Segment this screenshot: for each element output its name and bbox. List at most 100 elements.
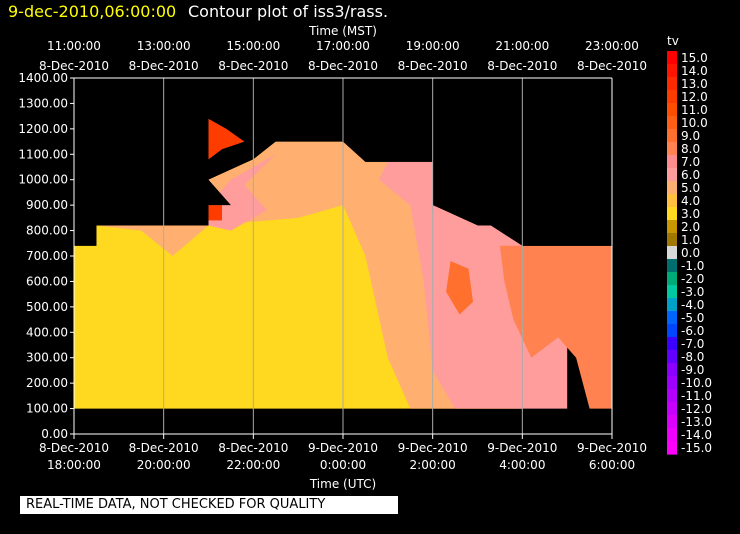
colorbar-tick-label: -3.0 <box>681 285 704 299</box>
x-top-tick-label-time: 11:00:00 <box>47 39 101 53</box>
x-top-tick-label-time: 13:00:00 <box>137 39 191 53</box>
colorbar-tick-label: -6.0 <box>681 324 704 338</box>
colorbar-swatch <box>667 311 677 325</box>
colorbar-swatch <box>667 181 677 195</box>
colorbar-swatch <box>667 428 677 442</box>
x-top-tick-label-time: 21:00:00 <box>495 39 549 53</box>
colorbar-swatch <box>667 220 677 234</box>
colorbar-tick-label: 8.0 <box>681 142 700 156</box>
colorbar-tick-label: 6.0 <box>681 168 700 182</box>
colorbar-swatch <box>667 64 677 78</box>
colorbar-swatch <box>667 272 677 286</box>
x-top-tick-label-date: 8-Dec-2010 <box>39 59 109 73</box>
colorbar-swatch <box>667 77 677 91</box>
colorbar-tick-label: -13.0 <box>681 415 712 429</box>
x-tick-label-date: 8-Dec-2010 <box>39 441 109 455</box>
contour-region <box>208 205 222 221</box>
x-axis-label: Time (UTC) <box>309 477 376 491</box>
quality-notice: REAL-TIME DATA, NOT CHECKED FOR QUALITY <box>20 496 398 514</box>
x-top-tick-label-date: 8-Dec-2010 <box>129 59 199 73</box>
colorbar-tick-label: 11.0 <box>681 103 708 117</box>
y-tick-label: 400.00 <box>26 325 68 339</box>
x-tick-label-time: 4:00:00 <box>499 458 545 472</box>
x-top-tick-label-time: 15:00:00 <box>226 39 280 53</box>
contour-region <box>499 245 612 409</box>
y-tick-label: 1200.00 <box>18 122 68 136</box>
colorbar-swatch <box>667 194 677 208</box>
contour-region <box>378 161 568 409</box>
y-tick-label: 800.00 <box>26 224 68 238</box>
x-top-tick-label-time: 23:00:00 <box>585 39 639 53</box>
colorbar-tick-label: 4.0 <box>681 194 700 208</box>
x-tick-label-date: 9-Dec-2010 <box>487 441 557 455</box>
colorbar-swatch <box>667 298 677 312</box>
chart-date: 9-dec-2010,06:00:00 <box>8 2 177 21</box>
contour-region <box>208 118 245 160</box>
colorbar-swatch <box>667 402 677 416</box>
colorbar-swatch <box>667 389 677 403</box>
x-top-tick-label-time: 17:00:00 <box>316 39 370 53</box>
colorbar-swatch <box>667 246 677 260</box>
colorbar-swatch <box>667 207 677 221</box>
colorbar-swatch <box>667 337 677 351</box>
y-tick-label: 1300.00 <box>18 96 68 110</box>
colorbar-swatch <box>667 285 677 299</box>
x-tick-label-date: 9-Dec-2010 <box>398 441 468 455</box>
colorbar-tick-label: 14.0 <box>681 64 708 78</box>
x-top-tick-label-date: 8-Dec-2010 <box>218 59 288 73</box>
y-tick-label: 1400.00 <box>18 71 68 85</box>
y-tick-label: 0.00 <box>41 427 68 441</box>
x-top-axis-label: Time (MST) <box>308 24 377 38</box>
colorbar-tick-label: -8.0 <box>681 350 704 364</box>
colorbar-tick-label: -2.0 <box>681 272 704 286</box>
colorbar-swatch <box>667 90 677 104</box>
colorbar-swatch <box>667 51 677 65</box>
colorbar-tick-label: 3.0 <box>681 207 700 221</box>
contour-region <box>96 154 276 256</box>
colorbar-tick-label: 10.0 <box>681 116 708 130</box>
colorbar-swatch <box>667 415 677 429</box>
x-tick-label-date: 9-Dec-2010 <box>577 441 647 455</box>
colorbar-tick-label: 5.0 <box>681 181 700 195</box>
colorbar-tick-label: -1.0 <box>681 259 704 273</box>
x-tick-label-time: 2:00:00 <box>410 458 456 472</box>
x-top-tick-label-date: 8-Dec-2010 <box>487 59 557 73</box>
colorbar-tick-label: 9.0 <box>681 129 700 143</box>
y-tick-label: 1100.00 <box>18 147 68 161</box>
y-tick-label: 100.00 <box>26 402 68 416</box>
colorbar-label: tv <box>667 34 679 48</box>
colorbar-tick-label: -11.0 <box>681 389 712 403</box>
colorbar-tick-label: -9.0 <box>681 363 704 377</box>
chart-title: Contour plot of iss3/rass. <box>188 2 389 21</box>
y-tick-label: 600.00 <box>26 274 68 288</box>
colorbar-tick-label: -12.0 <box>681 402 712 416</box>
colorbar-swatch <box>667 142 677 156</box>
colorbar-swatch <box>667 233 677 247</box>
x-tick-label-time: 20:00:00 <box>137 458 191 472</box>
x-tick-label-time: 0:00:00 <box>320 458 366 472</box>
colorbar-tick-label: 7.0 <box>681 155 700 169</box>
colorbar-swatch <box>667 259 677 273</box>
colorbar-swatch <box>667 103 677 117</box>
colorbar-tick-label: 0.0 <box>681 246 700 260</box>
colorbar-tick-label: 1.0 <box>681 233 700 247</box>
colorbar-tick-label: -7.0 <box>681 337 704 351</box>
x-tick-label-time: 6:00:00 <box>589 458 635 472</box>
colorbar-tick-label: 12.0 <box>681 90 708 104</box>
x-top-tick-label-date: 8-Dec-2010 <box>308 59 378 73</box>
x-tick-label-date: 8-Dec-2010 <box>129 441 199 455</box>
x-top-tick-label-time: 19:00:00 <box>406 39 460 53</box>
colorbar-tick-label: 13.0 <box>681 77 708 91</box>
colorbar-tick-label: 2.0 <box>681 220 700 234</box>
colorbar-swatch <box>667 324 677 338</box>
y-tick-label: 700.00 <box>26 249 68 263</box>
colorbar-swatch <box>667 350 677 364</box>
colorbar-swatch <box>667 376 677 390</box>
x-tick-label-time: 22:00:00 <box>226 458 280 472</box>
colorbar-tick-label: -4.0 <box>681 298 704 312</box>
y-tick-label: 200.00 <box>26 376 68 390</box>
no-data-region <box>74 78 612 246</box>
x-tick-label-date: 8-Dec-2010 <box>218 441 288 455</box>
x-tick-label-time: 18:00:00 <box>47 458 101 472</box>
y-tick-label: 300.00 <box>26 351 68 365</box>
